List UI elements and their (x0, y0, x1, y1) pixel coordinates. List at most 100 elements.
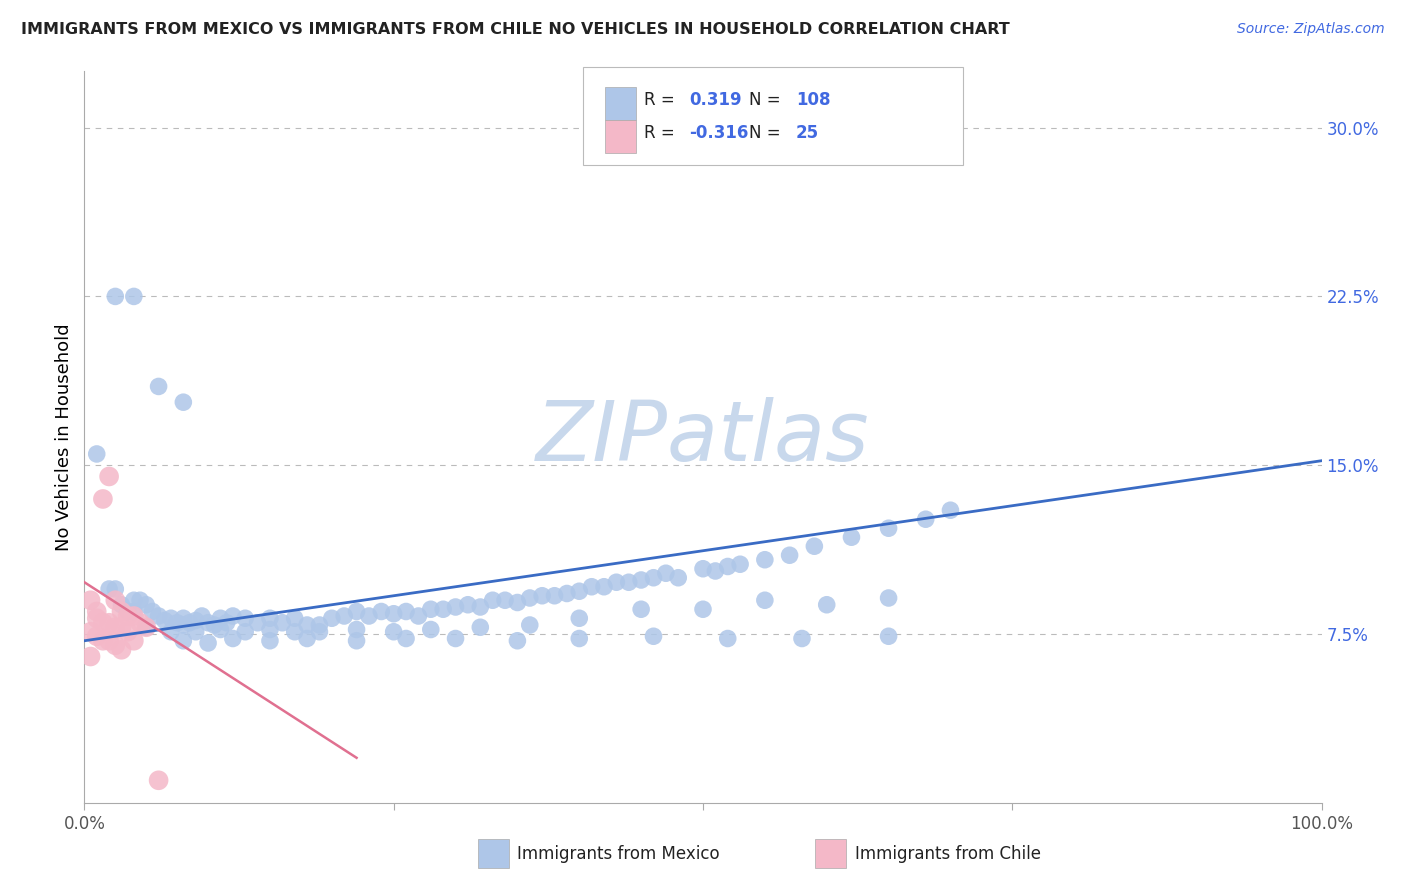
Point (86, 629, 108, 643)
Point (110, 598, 132, 612)
Point (222, 632, 245, 646)
Point (129, 593, 152, 607)
Point (543, 589, 565, 603)
Point (346, 633, 368, 648)
Point (321, 611, 343, 625)
Point (481, 593, 503, 607)
Point (172, 611, 194, 625)
Point (79, 624, 101, 639)
Point (692, 562, 714, 576)
Point (605, 575, 627, 590)
Point (295, 632, 318, 646)
Point (444, 632, 467, 646)
Point (914, 512, 936, 526)
Point (215, 615, 238, 630)
Point (395, 632, 418, 646)
Point (160, 611, 183, 625)
Point (86, 605, 108, 619)
Point (939, 503, 962, 517)
Point (593, 580, 616, 594)
Text: -0.316: -0.316 (689, 124, 748, 142)
Text: Source: ZipAtlas.com: Source: ZipAtlas.com (1237, 22, 1385, 37)
Point (184, 624, 207, 639)
Point (308, 618, 330, 632)
Point (79, 593, 101, 607)
Point (630, 602, 652, 616)
Text: 0.319: 0.319 (689, 91, 741, 109)
Point (259, 623, 281, 637)
Point (519, 591, 541, 605)
Point (581, 580, 603, 594)
Point (877, 521, 900, 535)
Point (259, 611, 281, 625)
Point (494, 593, 516, 607)
Point (655, 566, 678, 581)
Point (98, 469, 121, 483)
Text: R =: R = (644, 124, 681, 142)
Point (122, 609, 145, 624)
Point (86, 611, 108, 625)
Point (568, 611, 591, 625)
Point (104, 289, 127, 303)
Point (117, 624, 139, 639)
Point (209, 623, 232, 637)
Point (408, 609, 430, 624)
Point (382, 624, 405, 639)
Point (519, 618, 541, 632)
Point (104, 620, 127, 634)
Point (803, 539, 825, 553)
Point (246, 615, 269, 630)
Point (877, 591, 900, 605)
Point (148, 609, 170, 624)
Point (717, 559, 740, 574)
Point (395, 605, 418, 619)
Point (160, 624, 183, 639)
Point (346, 605, 368, 619)
Point (370, 605, 392, 619)
Point (166, 615, 188, 630)
Point (148, 379, 170, 393)
Point (630, 573, 652, 587)
Point (419, 602, 441, 616)
Point (172, 395, 194, 409)
Point (122, 633, 145, 648)
Text: N =: N = (749, 91, 786, 109)
Text: 108: 108 (796, 91, 831, 109)
Point (555, 586, 578, 600)
Point (271, 615, 294, 630)
Point (284, 611, 307, 625)
Point (110, 620, 132, 634)
Point (790, 632, 813, 646)
Point (568, 584, 591, 599)
Point (692, 602, 714, 616)
Point (104, 593, 127, 607)
Point (98, 633, 121, 648)
Point (506, 595, 529, 609)
Point (470, 599, 492, 614)
Point (191, 609, 214, 624)
Point (122, 605, 145, 619)
Point (172, 618, 194, 632)
Point (779, 548, 801, 562)
Point (643, 629, 665, 643)
Point (432, 602, 454, 616)
Point (259, 633, 281, 648)
Point (117, 605, 139, 619)
Point (117, 609, 139, 624)
Point (233, 611, 256, 625)
Point (617, 575, 640, 590)
Point (184, 614, 207, 628)
Point (197, 615, 219, 630)
Point (122, 289, 145, 303)
Point (346, 623, 368, 637)
Point (470, 620, 492, 634)
Point (728, 558, 751, 572)
Point (457, 598, 479, 612)
Point (295, 618, 318, 632)
Point (754, 553, 776, 567)
Point (98, 582, 121, 596)
Point (382, 607, 405, 621)
Point (110, 605, 132, 619)
Point (135, 598, 157, 612)
Point (91, 633, 114, 648)
